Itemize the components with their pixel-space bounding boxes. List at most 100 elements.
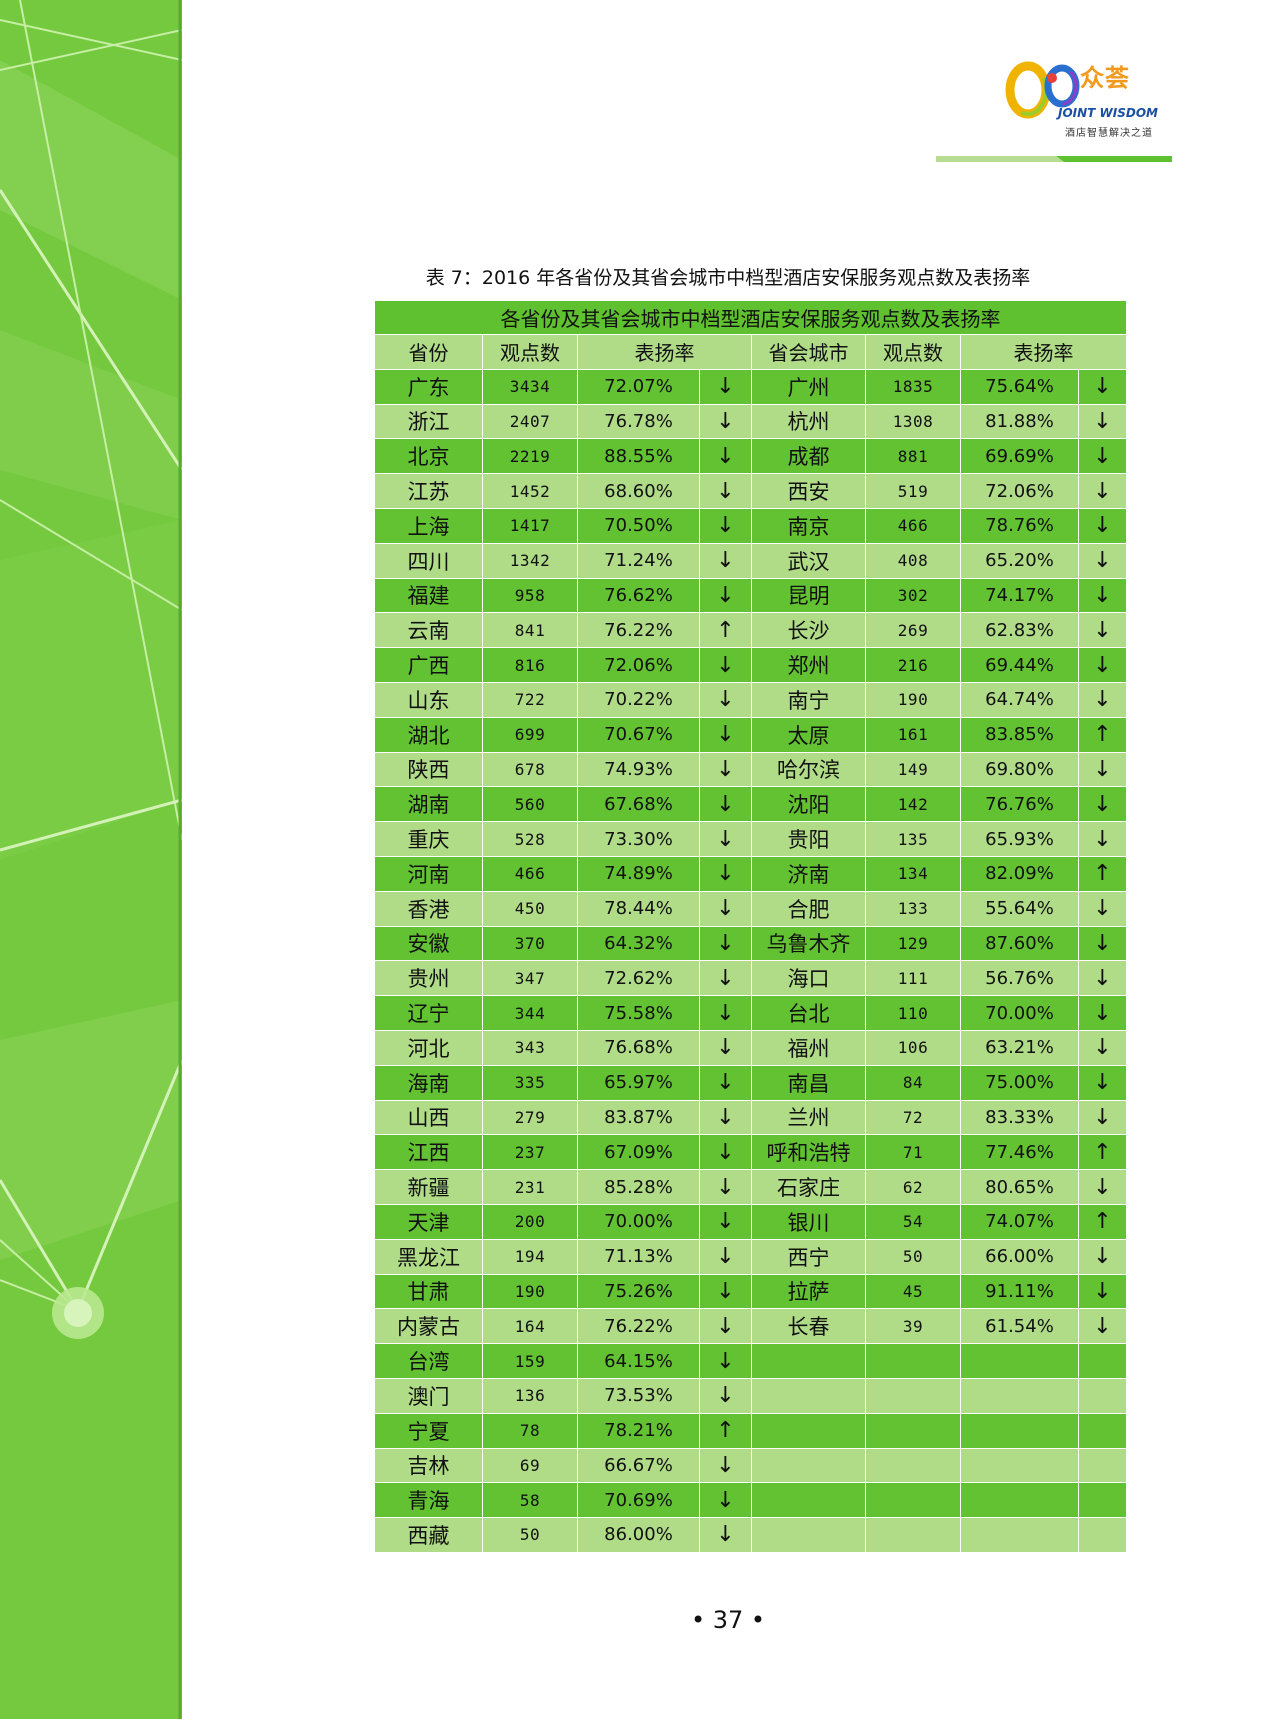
capital-name	[751, 1343, 866, 1379]
table-row: 陕西 678 74.93% ↓ 哈尔滨 149 69.80% ↓	[374, 751, 1127, 788]
province-name: 北京	[374, 438, 483, 475]
province-rate: 76.62%	[577, 577, 700, 614]
province-name: 江苏	[374, 473, 483, 509]
table-title: 各省份及其省会城市中档型酒店安保服务观点数及表扬率	[374, 300, 1127, 335]
province-trend-arrow: ↓	[699, 438, 752, 475]
capital-count: 111	[865, 960, 961, 997]
province-trend-arrow: ↓	[699, 473, 752, 509]
capital-name	[751, 1517, 866, 1553]
capital-name: 杭州	[751, 403, 866, 440]
capital-rate: 81.88%	[960, 403, 1079, 440]
capital-name: 成都	[751, 438, 866, 475]
province-trend-arrow: ↓	[699, 925, 752, 962]
province-name: 陕西	[374, 751, 483, 788]
capital-count: 1308	[865, 403, 961, 440]
province-rate: 74.93%	[577, 751, 700, 788]
table-row: 贵州 347 72.62% ↓ 海口 111 56.76% ↓	[374, 960, 1127, 997]
capital-count: 39	[865, 1308, 961, 1345]
capital-rate: 74.07%	[960, 1203, 1079, 1240]
province-rate: 67.09%	[577, 1134, 700, 1171]
table-row: 澳门 136 73.53% ↓	[374, 1377, 1127, 1414]
province-name: 河南	[374, 855, 483, 892]
province-count: 78	[482, 1412, 578, 1449]
capital-rate: 61.54%	[960, 1308, 1079, 1345]
province-name: 上海	[374, 507, 483, 544]
capital-rate: 63.21%	[960, 1029, 1079, 1066]
province-trend-arrow: ↓	[699, 890, 752, 927]
province-name: 重庆	[374, 821, 483, 857]
province-count: 50	[482, 1517, 578, 1553]
province-name: 新疆	[374, 1169, 483, 1205]
table-row: 西藏 50 86.00% ↓	[374, 1517, 1127, 1553]
table-header-row: 省份 观点数 表扬率 省会城市 观点数 表扬率	[374, 334, 1127, 370]
capital-name: 石家庄	[751, 1169, 866, 1205]
capital-rate: 69.69%	[960, 438, 1079, 475]
capital-count	[865, 1377, 961, 1414]
capital-count: 135	[865, 821, 961, 857]
province-rate: 86.00%	[577, 1517, 700, 1553]
capital-rate: 78.76%	[960, 507, 1079, 544]
capital-name: 南宁	[751, 681, 866, 718]
province-name: 四川	[374, 542, 483, 579]
table-row: 江苏 1452 68.60% ↓ 西安 519 72.06% ↓	[374, 473, 1127, 509]
capital-trend-arrow: ↓	[1078, 507, 1127, 544]
province-trend-arrow: ↓	[699, 1064, 752, 1101]
table-row: 宁夏 78 78.21% ↑	[374, 1412, 1127, 1449]
province-count: 1342	[482, 542, 578, 579]
province-name: 广东	[374, 368, 483, 405]
province-trend-arrow: ↓	[699, 1482, 752, 1519]
province-rate: 73.53%	[577, 1377, 700, 1414]
table-row: 甘肃 190 75.26% ↓ 拉萨 45 91.11% ↓	[374, 1273, 1127, 1310]
province-name: 海南	[374, 1064, 483, 1101]
capital-count: 161	[865, 716, 961, 753]
province-count: 699	[482, 716, 578, 753]
capital-count: 519	[865, 473, 961, 509]
capital-trend-arrow: ↓	[1078, 751, 1127, 788]
capital-name: 兰州	[751, 1099, 866, 1136]
capital-name: 南京	[751, 507, 866, 544]
capital-name: 长沙	[751, 612, 866, 649]
province-count: 58	[482, 1482, 578, 1519]
capital-trend-arrow	[1078, 1412, 1127, 1449]
province-rate: 85.28%	[577, 1169, 700, 1205]
province-trend-arrow: ↓	[699, 995, 752, 1031]
capital-trend-arrow: ↓	[1078, 438, 1127, 475]
province-rate: 78.21%	[577, 1412, 700, 1449]
capital-count: 129	[865, 925, 961, 962]
capital-rate: 62.83%	[960, 612, 1079, 649]
capital-trend-arrow: ↓	[1078, 821, 1127, 857]
side-decoration-band	[0, 0, 182, 1719]
province-count: 722	[482, 681, 578, 718]
province-rate: 70.67%	[577, 716, 700, 753]
capital-count: 269	[865, 612, 961, 649]
capital-trend-arrow	[1078, 1517, 1127, 1553]
capital-rate: 66.00%	[960, 1238, 1079, 1275]
capital-trend-arrow: ↓	[1078, 1029, 1127, 1066]
province-rate: 88.55%	[577, 438, 700, 475]
capital-count	[865, 1412, 961, 1449]
capital-name	[751, 1447, 866, 1484]
province-count: 335	[482, 1064, 578, 1101]
province-name: 湖南	[374, 786, 483, 823]
province-name: 西藏	[374, 1517, 483, 1553]
capital-name	[751, 1412, 866, 1449]
province-trend-arrow: ↓	[699, 1308, 752, 1345]
province-trend-arrow: ↓	[699, 1134, 752, 1171]
capital-name: 西安	[751, 473, 866, 509]
capital-trend-arrow: ↓	[1078, 960, 1127, 997]
province-trend-arrow: ↓	[699, 786, 752, 823]
capital-count: 72	[865, 1099, 961, 1136]
capital-rate: 83.85%	[960, 716, 1079, 753]
province-count: 343	[482, 1029, 578, 1066]
capital-count: 84	[865, 1064, 961, 1101]
province-count: 194	[482, 1238, 578, 1275]
capital-name: 合肥	[751, 890, 866, 927]
capital-name: 海口	[751, 960, 866, 997]
province-rate: 67.68%	[577, 786, 700, 823]
province-rate: 72.07%	[577, 368, 700, 405]
table-row: 山东 722 70.22% ↓ 南宁 190 64.74% ↓	[374, 681, 1127, 718]
capital-count: 149	[865, 751, 961, 788]
table-row: 湖北 699 70.67% ↓ 太原 161 83.85% ↑	[374, 716, 1127, 753]
province-name: 内蒙古	[374, 1308, 483, 1345]
capital-count: 1835	[865, 368, 961, 405]
